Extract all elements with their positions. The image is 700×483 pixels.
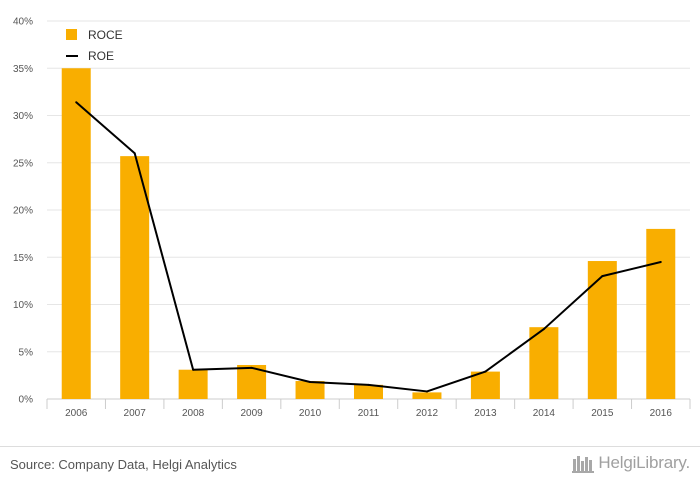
roe-point-2015 — [601, 275, 604, 278]
roce-bar-2006 — [61, 68, 91, 399]
roe-point-2009 — [250, 366, 253, 369]
x-tick-label: 2011 — [358, 408, 380, 419]
roe-point-2016 — [659, 260, 662, 263]
roe-point-2012 — [425, 390, 428, 393]
y-tick-label: 15% — [13, 253, 33, 264]
roce-bar-2015 — [587, 261, 617, 399]
y-tick-label: 5% — [19, 347, 34, 358]
legend-roce-label: ROCE — [88, 28, 123, 42]
roe-point-2007 — [133, 152, 136, 155]
roce-bar-2012 — [412, 392, 442, 399]
x-tick-label: 2012 — [416, 408, 439, 419]
x-tick-label: 2010 — [299, 408, 322, 419]
roce-bar-2016 — [646, 228, 676, 399]
y-tick-label: 20% — [13, 206, 33, 217]
library-icon — [572, 456, 595, 473]
roe-point-2010 — [309, 380, 312, 383]
roce-bar-2011 — [354, 384, 383, 399]
roe-point-2013 — [484, 370, 487, 373]
footer: Source: Company Data, Helgi Analytics He… — [0, 446, 700, 483]
legend-roce-swatch — [66, 29, 77, 40]
legend-roe-label: ROE — [88, 49, 114, 63]
source-note: Source: Company Data, Helgi Analytics — [10, 457, 237, 472]
y-tick-label: 35% — [13, 64, 33, 75]
roce-bars — [61, 68, 676, 399]
legend: ROCE ROE — [66, 28, 123, 63]
x-tick-label: 2006 — [65, 408, 88, 419]
y-tick-label: 25% — [13, 158, 33, 169]
x-tick-label: 2007 — [124, 408, 147, 419]
x-tick-label: 2014 — [533, 408, 556, 419]
helgi-library-logo: HelgiLibrary. — [572, 453, 690, 473]
x-tick-label: 2016 — [650, 408, 673, 419]
y-tick-label: 0% — [19, 395, 34, 406]
y-axis-ticks: 0% 5% 10% 15% 20% 25% 30% 35% 40% — [13, 17, 33, 406]
y-tick-label: 10% — [13, 300, 33, 311]
roe-series-line — [75, 101, 662, 393]
y-tick-label: 30% — [13, 111, 33, 122]
roce-bar-2013 — [470, 371, 500, 399]
roce-bar-2008 — [178, 369, 208, 399]
roe-point-2014 — [542, 328, 545, 331]
roce-bar-2010 — [295, 381, 325, 399]
roe-point-2006 — [75, 101, 78, 104]
x-tick-label: 2009 — [240, 408, 263, 419]
roce-bar-2007 — [120, 156, 150, 399]
chart-area: 0%5%10%15%20%25%30%35%40% 2006 2007 2008 20… — [13, 17, 691, 419]
x-tick-label: 2015 — [591, 408, 614, 419]
roce-bar-2014 — [529, 327, 559, 399]
roe-point-2008 — [192, 368, 195, 371]
y-tick-label: 40% — [13, 17, 33, 28]
roe-point-2011 — [367, 383, 370, 386]
logo-text: HelgiLibrary. — [598, 453, 690, 472]
x-tick-label: 2013 — [474, 408, 497, 419]
x-axis-ticks: 2006 2007 2008 2009 2010 2011 2012 2013 2014 2015… — [65, 408, 672, 419]
roe-line — [75, 101, 662, 393]
x-tick-label: 2008 — [182, 408, 205, 419]
